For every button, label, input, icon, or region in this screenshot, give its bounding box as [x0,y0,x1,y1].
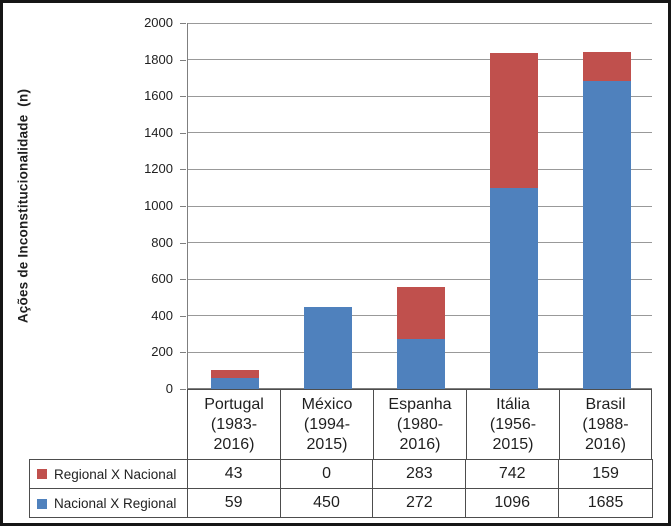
y-tick-label-0: 0 [165,381,173,396]
y-tick-label-400: 400 [151,307,173,323]
y-tick-mark-200 [180,352,186,354]
plot-area [187,23,652,389]
y-tick-mark-2000 [180,23,186,24]
gridline-y-1000 [188,205,652,207]
legend-cell: Regional X Nacional [30,460,188,488]
y-tick-mark-1400 [180,132,186,134]
category-label-line: (1994- [303,416,351,433]
y-tick-label-1000: 1000 [144,198,173,213]
category-axis-labels: Portugal (1983- 2016) México (1994- 2015) Espa… [187,389,653,459]
y-axis-title: Ações de Inconstitucionalidade (n) [15,88,31,324]
y-tick-label-1200: 1200 [144,161,173,177]
legend-label: Nacional X Regional [54,496,177,511]
gridline-y-1200 [188,168,652,170]
y-tick-label-1800: 1800 [144,51,173,67]
category-label-line: (1956- [489,416,537,433]
category-label-line: México [301,396,353,413]
category-label-line: Portugal [204,396,264,413]
y-tick-mark-1200 [180,169,186,171]
bar-segment-nacional-x-regional-4 [489,188,538,389]
category-label-line: (1983- [210,416,258,433]
bar-segment-regional-x-nacional-5 [582,51,631,81]
data-table: Regional X Nacional 43 0 283 742 159 Nacional … [29,459,653,518]
legend-swatch-icon [37,469,47,479]
table-value-nacional-x-regional-4: 1096 [466,489,560,518]
category-label-line: 2016) [585,436,626,453]
y-tick-mark-1000 [180,206,186,207]
category-label-4: Itália (1956- 2015) [466,389,559,459]
y-tick-label-1600: 1600 [144,88,173,104]
bar-segment-regional-x-nacional-3 [396,287,445,340]
table-value-nacional-x-regional-1: 59 [188,489,281,518]
table-value-nacional-x-regional-5: 1685 [587,494,624,511]
table-value-nacional-x-regional-2: 450 [281,489,374,518]
y-tick-mark-400 [180,315,186,317]
y-tick-label-2000: 2000 [144,15,173,30]
gridline-y-600 [188,278,652,280]
bar-segment-regional-x-nacional-1 [210,370,259,379]
gridline-y-2000 [188,23,652,24]
bar-segment-nacional-x-regional-2 [303,306,352,389]
data-table-row: Nacional X Regional 59 450 272 1096 1685 [30,489,652,518]
table-value-regional-x-nacional-1: 43 [188,460,281,488]
bar-segment-nacional-x-regional-3 [396,339,445,389]
legend-swatch-icon [37,498,47,509]
y-tick-label-600: 600 [151,271,173,287]
table-value-regional-x-nacional-5: 159 [592,465,619,482]
bar-segment-nacional-x-regional-1 [210,378,259,389]
legend-cell: Nacional X Regional [30,489,188,518]
category-label-5: Brasil (1988- 2016) [559,389,652,459]
category-label-line: (1980- [396,416,444,433]
bar-segment-nacional-x-regional-5 [582,80,631,389]
table-value-nacional-x-regional-3: 272 [373,489,467,518]
category-label-line: Espanha [388,396,452,413]
y-tick-label-1400: 1400 [144,124,173,140]
category-label-line: (1988- [582,416,629,433]
category-label-3: Espanha (1980- 2016) [373,389,466,459]
y-tick-mark-600 [180,279,186,281]
y-tick-mark-1800 [180,59,186,61]
y-tick-mark-1600 [180,96,186,98]
category-label-line: 2015) [306,436,348,453]
y-tick-mark-800 [180,242,186,244]
bar-segment-regional-x-nacional-4 [489,52,538,189]
table-value-regional-x-nacional-2: 0 [281,460,374,488]
category-label-line: 2015) [492,436,534,453]
gridline-y-1600 [188,95,652,97]
category-label-line: 2016) [213,436,255,453]
category-label-line: Brasil [585,396,626,413]
y-tick-label-200: 200 [151,344,173,360]
category-label-1: Portugal (1983- 2016) [187,389,280,459]
gridline-y-1800 [188,59,652,61]
gridline-y-800 [188,242,652,244]
gridline-y-1400 [188,132,652,134]
category-label-line: Itália [496,396,530,413]
data-table-row: Regional X Nacional 43 0 283 742 159 [30,460,652,489]
category-label-line: 2016) [399,436,441,453]
y-tick-mark-0 [180,389,186,390]
table-value-regional-x-nacional-4: 742 [466,460,560,488]
table-value-regional-x-nacional-3: 283 [373,460,467,488]
category-label-2: México (1994- 2015) [280,389,373,459]
y-tick-label-800: 800 [151,234,173,250]
legend-label: Regional X Nacional [54,466,177,482]
